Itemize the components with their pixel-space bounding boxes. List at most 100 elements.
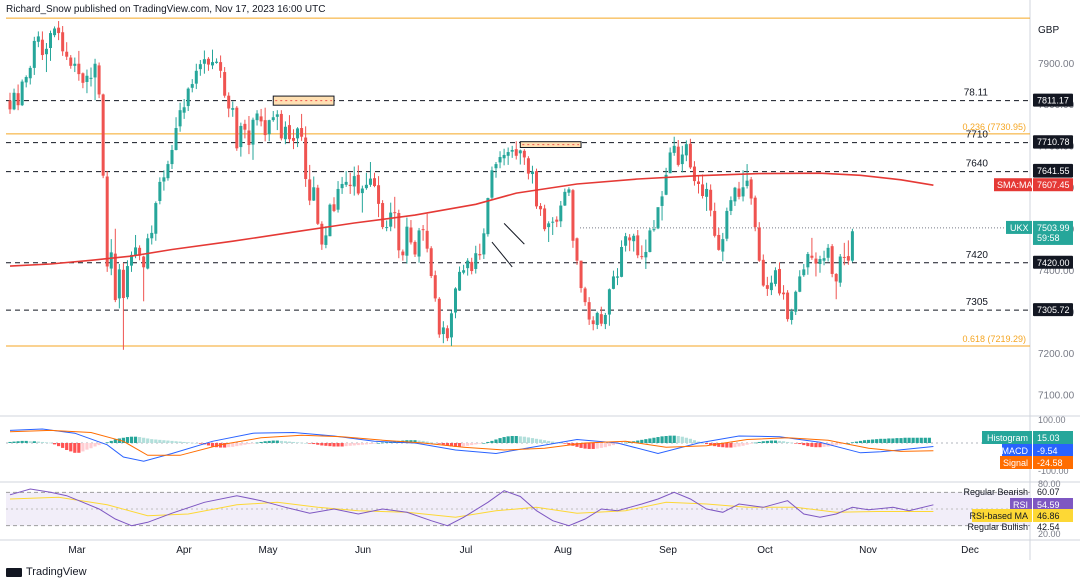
macd-histogram-bar <box>109 440 113 443</box>
macd-histogram-bar <box>142 437 146 443</box>
macd-histogram-bar <box>300 442 304 444</box>
macd-histogram-bar <box>696 441 701 443</box>
candle-body <box>239 125 243 148</box>
price-badge-bg <box>1033 220 1073 245</box>
candle-body <box>279 113 283 139</box>
candle-body <box>417 230 421 257</box>
candle-body <box>462 270 466 273</box>
level-value-badge: 7420.00 <box>1037 258 1070 268</box>
macd-histogram-bar <box>133 436 138 443</box>
macd-histogram-bar <box>502 437 506 443</box>
macd-histogram-bar <box>911 437 915 443</box>
candle-body <box>182 107 186 113</box>
candle-body <box>377 185 381 204</box>
candle-body <box>202 59 206 64</box>
candle-body <box>818 259 822 264</box>
macd-histogram-bar <box>348 443 352 446</box>
flag-upper-line <box>503 223 525 245</box>
macd-histogram-bar <box>409 440 413 443</box>
macd-histogram-bar <box>721 443 725 448</box>
candle-body <box>162 177 166 182</box>
candle-body <box>624 236 628 246</box>
candle-body <box>595 312 599 325</box>
macd-histogram-bar <box>684 437 688 443</box>
macd-histogram-bar <box>474 443 478 445</box>
macd-histogram-bar <box>757 441 761 443</box>
candle-body <box>842 256 846 258</box>
candle-body <box>466 260 470 269</box>
macd-histogram-bar <box>867 439 871 443</box>
rsi-ma-badge-value: 46.86 <box>1037 511 1060 521</box>
rsi-badge-value: 54.59 <box>1037 500 1060 510</box>
price-tick-label: 7400.00 <box>1038 266 1075 277</box>
macd-histogram-bar <box>279 440 283 443</box>
candle-body <box>393 212 397 214</box>
macd-histogram-bar <box>210 443 215 447</box>
signal-badge-label-bg <box>1000 456 1032 469</box>
price-tick-label: 7100.00 <box>1038 390 1075 401</box>
candle-body <box>616 276 619 278</box>
macd-histogram-bar <box>725 443 729 448</box>
macd-histogram-bar <box>498 438 502 443</box>
macd-histogram-bar <box>676 436 680 443</box>
macd-histogram-bar <box>923 437 927 443</box>
candle-body <box>174 128 178 150</box>
macd-histogram-bar <box>186 442 190 443</box>
level-name: 7305 <box>966 297 989 308</box>
macd-histogram-bar <box>603 443 607 448</box>
month-label: Dec <box>961 545 979 556</box>
candle-body <box>348 184 352 187</box>
macd-histogram-bar <box>462 443 466 447</box>
macd-histogram-bar <box>44 442 49 443</box>
sma-line <box>9 172 934 267</box>
rsi-ma-badge-label: RSI-based MA <box>969 511 1028 521</box>
macd-histogram-bar <box>316 443 320 445</box>
candle-body <box>717 234 721 250</box>
macd-histogram-bar <box>121 437 125 443</box>
macd-histogram-bar <box>794 443 798 444</box>
candle-body <box>255 113 259 121</box>
candle-body <box>243 123 247 130</box>
macd-histogram-bar <box>482 443 486 444</box>
macd-histogram-bar <box>652 437 656 443</box>
candle-body <box>757 227 761 261</box>
macd-histogram-bar <box>170 440 174 443</box>
candle-body <box>628 237 632 241</box>
macd-histogram-bar <box>538 439 543 443</box>
candle-body <box>170 149 174 165</box>
currency-label: GBP <box>1038 25 1059 36</box>
candle-body <box>8 100 12 110</box>
macd-histogram-bar <box>235 443 239 447</box>
macd-badge-value-bg <box>1033 444 1073 457</box>
candle-body <box>510 149 514 152</box>
candle-body <box>49 33 52 48</box>
candle-body <box>587 302 591 320</box>
macd-histogram-bar <box>692 440 697 443</box>
macd-histogram-bar <box>717 443 721 447</box>
consolidation-box <box>519 141 582 148</box>
candle-body <box>397 213 401 251</box>
macd-histogram-bar <box>895 438 899 443</box>
candle-body <box>247 130 251 146</box>
candle-body <box>478 254 482 256</box>
candle-body <box>802 269 806 276</box>
candle-body <box>24 77 28 83</box>
candle-body <box>421 229 425 231</box>
macd-histogram-bar <box>138 437 142 443</box>
macd-histogram-bar <box>271 440 275 443</box>
candle-body <box>474 253 478 269</box>
macd-histogram-bar <box>449 443 454 447</box>
macd-histogram-bar <box>328 443 332 447</box>
macd-histogram-bar <box>32 441 36 443</box>
candle-body <box>40 39 44 56</box>
candle-body <box>215 61 219 63</box>
macd-histogram-bar <box>251 443 255 444</box>
candle-body <box>332 204 336 211</box>
macd-histogram-bar <box>664 436 668 443</box>
candle-body <box>709 189 713 211</box>
macd-histogram-bar <box>814 443 818 448</box>
consolidation-box <box>272 95 335 106</box>
candle-body <box>482 233 486 255</box>
candle-body <box>437 298 441 335</box>
